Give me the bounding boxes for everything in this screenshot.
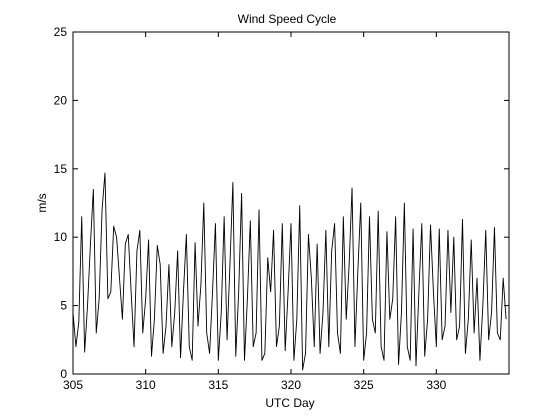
x-tick-label: 305 (63, 378, 83, 392)
y-tick-label: 10 (54, 230, 68, 244)
x-tick-label: 320 (281, 378, 301, 392)
y-tick-label: 0 (60, 367, 67, 381)
y-axis-label: m/s (35, 193, 49, 212)
x-tick-label: 315 (208, 378, 228, 392)
y-tick-label: 25 (54, 25, 68, 39)
x-tick-label: 330 (426, 378, 446, 392)
x-axis-label: UTC Day (265, 396, 314, 410)
y-tick-label: 15 (54, 162, 68, 176)
wind-speed-line (72, 172, 507, 371)
y-tick-label: 20 (54, 93, 68, 107)
chart-title: Wind Speed Cycle (238, 12, 337, 26)
x-tick-label: 310 (136, 378, 156, 392)
x-tick-label: 325 (354, 378, 374, 392)
plot-frame (72, 31, 510, 375)
y-tick-label: 5 (60, 299, 67, 313)
y-axis: 0 5 10 15 20 25 (54, 25, 509, 381)
x-axis: 305 310 315 320 325 330 (63, 32, 447, 392)
